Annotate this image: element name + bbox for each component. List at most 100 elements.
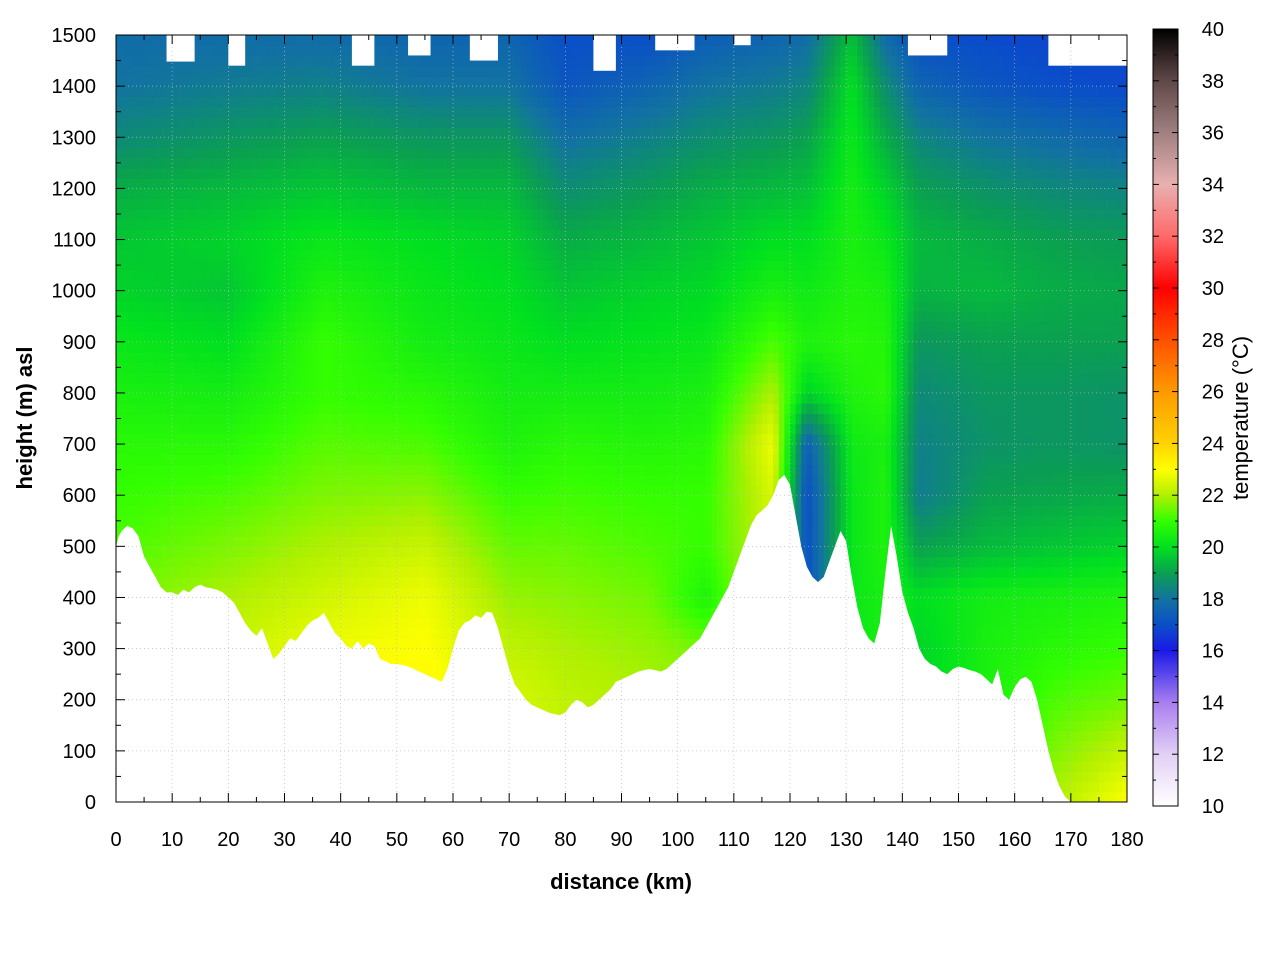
heatmap-cell bbox=[200, 178, 207, 189]
heatmap-cell bbox=[211, 352, 218, 363]
heatmap-cell bbox=[419, 413, 426, 425]
heatmap-cell bbox=[469, 270, 477, 282]
heatmap-cell bbox=[346, 413, 353, 425]
heatmap-cell bbox=[144, 300, 151, 312]
heatmap-cell bbox=[132, 321, 140, 333]
heatmap-cell bbox=[290, 505, 297, 517]
heatmap-cell bbox=[172, 106, 179, 118]
heatmap-cell bbox=[318, 525, 325, 537]
heatmap-cell bbox=[447, 127, 454, 138]
heatmap-cell bbox=[323, 433, 331, 445]
heatmap-cell bbox=[475, 147, 482, 159]
heatmap-cell bbox=[357, 474, 364, 486]
heatmap-cell bbox=[357, 290, 364, 302]
heatmap-cell bbox=[172, 116, 179, 128]
heatmap-cell bbox=[475, 249, 482, 261]
heatmap-cell bbox=[183, 270, 190, 282]
heatmap-cell bbox=[127, 219, 134, 230]
heatmap-cell bbox=[402, 372, 409, 384]
heatmap-cell bbox=[132, 300, 140, 312]
heatmap-cell bbox=[211, 505, 218, 517]
heatmap-cell bbox=[340, 525, 347, 537]
heatmap-cell bbox=[441, 474, 448, 486]
heatmap-cell bbox=[391, 341, 398, 353]
heatmap-cell bbox=[250, 188, 258, 200]
heatmap-cell bbox=[346, 96, 353, 108]
heatmap-cell bbox=[194, 372, 201, 384]
heatmap-cell bbox=[447, 352, 454, 363]
heatmap-cell bbox=[447, 464, 454, 476]
heatmap-cell bbox=[430, 525, 437, 537]
heatmap-cell bbox=[312, 280, 319, 292]
heatmap-cell bbox=[138, 106, 145, 118]
heatmap-cell bbox=[396, 86, 404, 97]
heatmap-cell bbox=[363, 300, 370, 312]
heatmap-cell bbox=[172, 198, 179, 210]
heatmap-cell bbox=[222, 167, 229, 179]
heatmap-cell bbox=[368, 290, 375, 302]
heatmap-cell bbox=[464, 96, 471, 108]
heatmap-cell bbox=[245, 617, 252, 629]
heatmap-cell bbox=[295, 382, 302, 394]
heatmap-cell bbox=[245, 566, 252, 578]
heatmap-cell bbox=[340, 403, 347, 414]
heatmap-cell bbox=[363, 515, 370, 527]
heatmap-cell bbox=[211, 280, 218, 292]
heatmap-cell bbox=[239, 188, 246, 200]
heatmap-cell bbox=[267, 198, 274, 210]
heatmap-cell bbox=[312, 249, 319, 261]
heatmap-cell bbox=[250, 249, 258, 261]
heatmap-cell bbox=[419, 352, 426, 363]
heatmap-cell bbox=[205, 474, 213, 486]
heatmap-cell bbox=[329, 454, 336, 466]
heatmap-cell bbox=[458, 55, 465, 67]
heatmap-cell bbox=[346, 147, 353, 159]
heatmap-cell bbox=[323, 362, 331, 374]
heatmap-cell bbox=[127, 454, 134, 466]
heatmap-cell bbox=[323, 259, 331, 271]
heatmap-cell bbox=[149, 423, 156, 435]
heatmap-cell bbox=[368, 352, 375, 363]
heatmap-cell bbox=[351, 444, 359, 455]
heatmap-cell bbox=[301, 382, 308, 394]
heatmap-cell bbox=[385, 403, 392, 414]
heatmap-cell bbox=[351, 638, 359, 650]
heatmap-cell bbox=[200, 321, 207, 333]
heatmap-cell bbox=[132, 157, 140, 169]
heatmap-cell bbox=[379, 178, 387, 189]
heatmap-cell bbox=[144, 116, 151, 128]
heatmap-cell bbox=[233, 505, 241, 517]
heatmap-cell bbox=[245, 65, 252, 77]
heatmap-cell bbox=[306, 188, 314, 200]
heatmap-cell bbox=[391, 484, 398, 496]
heatmap-cell bbox=[166, 495, 173, 507]
heatmap-cell bbox=[402, 413, 409, 425]
heatmap-cell bbox=[391, 495, 398, 507]
heatmap-cell bbox=[385, 556, 392, 568]
heatmap-cell bbox=[284, 229, 291, 241]
heatmap-cell bbox=[172, 454, 179, 466]
heatmap-cell bbox=[351, 290, 359, 302]
heatmap-cell bbox=[475, 536, 482, 547]
heatmap-cell bbox=[385, 352, 392, 363]
heatmap-cell bbox=[329, 157, 336, 169]
heatmap-cell bbox=[284, 546, 291, 558]
heatmap-cell bbox=[436, 628, 443, 639]
heatmap-cell bbox=[160, 219, 168, 230]
heatmap-cell bbox=[177, 106, 184, 118]
heatmap-cell bbox=[217, 116, 224, 128]
heatmap-cell bbox=[486, 566, 493, 578]
heatmap-cell bbox=[155, 341, 162, 353]
heatmap-cell bbox=[379, 556, 387, 568]
heatmap-cell bbox=[228, 341, 235, 353]
heatmap-cell bbox=[211, 249, 218, 261]
heatmap-cell bbox=[441, 607, 448, 619]
heatmap-cell bbox=[267, 638, 274, 650]
heatmap-cell bbox=[273, 566, 280, 578]
heatmap-cell bbox=[262, 116, 269, 128]
heatmap-cell bbox=[464, 505, 471, 517]
heatmap-cell bbox=[402, 362, 409, 374]
heatmap-cell bbox=[458, 65, 465, 77]
heatmap-cell bbox=[357, 515, 364, 527]
heatmap-cell bbox=[346, 45, 353, 57]
